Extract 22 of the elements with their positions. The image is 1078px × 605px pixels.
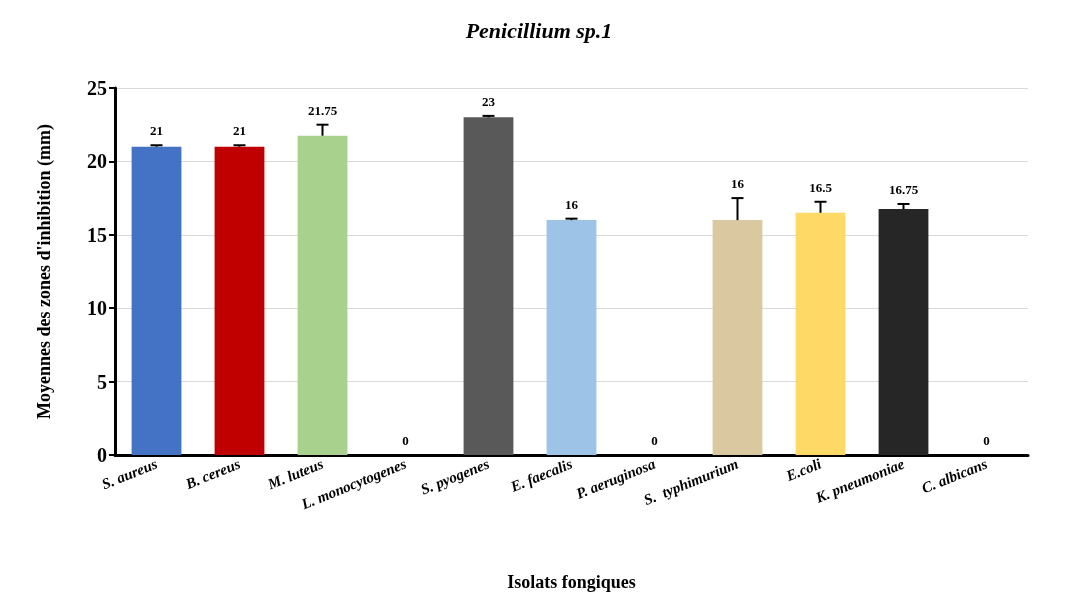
chart-title: Penicillium sp.1	[464, 17, 613, 43]
y-tick-label: 15	[87, 223, 107, 246]
x-tick-label: B. cereus	[182, 455, 243, 493]
x-axis-title: Isolats fongiques	[507, 572, 636, 592]
data-label: 16.5	[809, 179, 833, 195]
y-tick-label: 20	[87, 150, 107, 173]
data-label: 21	[233, 123, 246, 139]
y-tick-label: 0	[97, 444, 107, 466]
y-tick-label: 5	[97, 370, 107, 393]
y-tick-label: 25	[87, 77, 107, 99]
data-label: 0	[983, 433, 990, 448]
y-axis-title: Moyennes des zones d'inhibition (mm)	[34, 123, 55, 420]
data-label: 21	[150, 123, 163, 139]
data-label: 21.75	[307, 102, 338, 118]
data-label: 0	[402, 433, 409, 448]
data-label: 0	[651, 433, 658, 448]
data-label: 23	[482, 93, 496, 109]
x-tick-label: E.coli	[783, 455, 825, 485]
data-label: 16.75	[888, 181, 919, 197]
y-tick-label: 10	[87, 297, 107, 320]
data-label: 16	[731, 176, 745, 192]
data-label: 16	[565, 196, 579, 212]
